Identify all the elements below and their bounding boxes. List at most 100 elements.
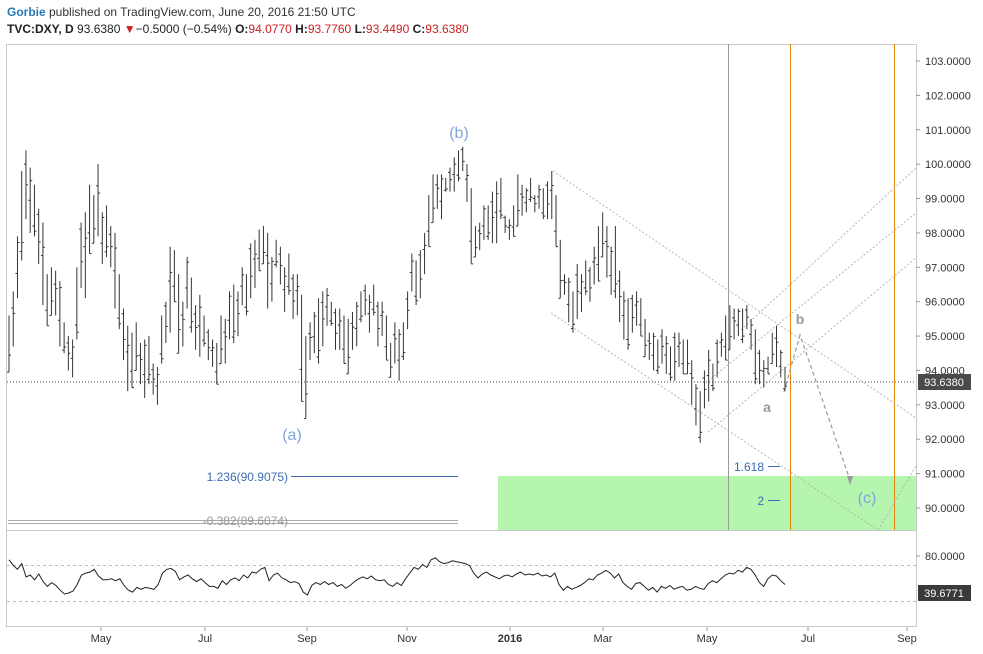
ohlc-bar	[609, 246, 614, 295]
close-value: 93.6380	[425, 22, 469, 36]
ohlc-bar	[363, 284, 368, 316]
ohlc-bar	[498, 177, 503, 220]
ohlc-bar	[108, 226, 113, 268]
ohlc-bar	[473, 226, 478, 258]
ohlc-bar	[138, 342, 143, 385]
fib-2-label[interactable]: 2	[757, 494, 764, 508]
trend-channels[interactable]	[550, 167, 917, 531]
chart-header: Gorbie published on TradingView.com, Jun…	[0, 0, 983, 44]
price-tick-label: 90.0000	[925, 503, 965, 515]
ohlc-bar	[159, 315, 164, 364]
ohlc-bar	[261, 226, 266, 265]
ohlc-bar	[371, 284, 376, 316]
price-axis[interactable]: 103.0000 102.0000 101.0000 100.0000 99.0000 9…	[916, 56, 971, 515]
ohlc-bar	[592, 246, 597, 285]
ohlc-bar	[464, 164, 469, 202]
fib-0382-label[interactable]: -0.382(89.6074)	[203, 514, 288, 528]
arrowhead-icon	[847, 476, 853, 485]
oscillator-series[interactable]	[8, 557, 786, 596]
ohlc-bar	[469, 188, 474, 265]
ohlc-bar	[511, 205, 516, 237]
ohlc-bar	[604, 226, 609, 278]
open-value: 94.0770	[248, 22, 292, 36]
time-tick-label: Nov	[397, 633, 417, 645]
ohlc-bars[interactable]	[7, 146, 787, 443]
ohlc-bar	[638, 298, 643, 337]
up-channel-2[interactable]	[707, 212, 917, 382]
ohlc-bar	[240, 267, 245, 306]
ohlc-bar	[770, 332, 775, 365]
ohlc-bar	[74, 267, 79, 340]
up-channel-base[interactable]	[877, 465, 917, 531]
oscillator-line	[8, 557, 786, 596]
ohlc-bar	[91, 195, 96, 244]
wave-projection[interactable]	[783, 332, 851, 481]
ohlc-bar	[45, 274, 50, 327]
ohlc-bar	[210, 339, 215, 368]
wave-b-minor-label[interactable]: b	[796, 311, 805, 327]
ohlc-bar	[252, 239, 257, 288]
ohlc-bar	[337, 308, 342, 350]
time-tick-label: Jul	[198, 633, 212, 645]
ohlc-bar	[299, 294, 304, 402]
ohlc-bar	[142, 339, 147, 398]
ohlc-bar	[350, 312, 355, 350]
wave-b-major-label[interactable]: (b)	[449, 125, 469, 142]
ohlc-bar	[456, 150, 461, 182]
wave-c-major-label[interactable]: (c)	[858, 490, 877, 507]
author-link[interactable]: Gorbie	[7, 5, 46, 19]
ohlc-bar	[626, 298, 631, 350]
ohlc-bar	[490, 191, 495, 244]
ohlc-bar	[282, 267, 287, 313]
ohlc-bar	[384, 315, 389, 361]
ohlc-bar	[367, 294, 372, 333]
ohlc-bar	[104, 205, 109, 257]
price-tick-label: 103.0000	[925, 56, 971, 68]
symbol-line: TVC:DXY, D 93.6380 ▼−0.5000 (−0.54%) O:9…	[7, 22, 469, 36]
ohlc-bar	[223, 318, 228, 364]
ohlc-bar	[774, 325, 779, 368]
symbol-name[interactable]: TVC:DXY, D	[7, 22, 74, 36]
ohlc-bar	[28, 167, 33, 233]
ohlc-bar	[719, 332, 724, 357]
ohlc-bar	[439, 174, 444, 220]
time-axis[interactable]: May Jul Sep Nov 2016 Mar May Jul Sep	[91, 627, 917, 645]
ohlc-bar	[248, 243, 253, 299]
up-channel-1[interactable]	[707, 257, 917, 433]
ohlc-bar	[503, 215, 508, 233]
ohlc-bar	[579, 274, 584, 313]
time-tick-label: Sep	[897, 633, 917, 645]
oscillator-axis[interactable]: 80.0000	[916, 551, 965, 563]
price-tick-label: 91.0000	[925, 469, 965, 481]
ohlc-bar	[647, 332, 652, 361]
ohlc-bar	[710, 363, 715, 392]
ohlc-bar	[87, 184, 92, 255]
ohlc-bar	[507, 219, 512, 240]
wave-a-major-label[interactable]: (a)	[282, 427, 302, 444]
ohlc-bar	[19, 171, 24, 261]
ohlc-bar	[219, 315, 224, 365]
ohlc-bar	[736, 308, 741, 337]
open-label: O:	[235, 22, 249, 36]
ohlc-bar	[320, 291, 325, 347]
ohlc-bar	[587, 267, 592, 302]
current-price-tag	[918, 374, 971, 390]
ohlc-bar	[537, 184, 542, 209]
fib-1236-label[interactable]: 1.236(90.9075)	[207, 470, 288, 484]
ohlc-bar	[401, 322, 406, 361]
price-tick-label: 102.0000	[925, 90, 971, 102]
down-channel-lower[interactable]	[550, 312, 879, 531]
price-change: −0.5000 (−0.54%)	[135, 22, 232, 36]
up-channel-3[interactable]	[740, 167, 917, 331]
ohlc-bar	[693, 384, 698, 426]
low-label: L:	[354, 22, 366, 36]
ohlc-bar	[541, 188, 546, 220]
ohlc-bar	[617, 270, 622, 323]
wave-a-minor-label[interactable]: a	[763, 399, 771, 415]
ohlc-bar	[96, 164, 101, 237]
down-channel-upper[interactable]	[552, 170, 917, 419]
down-arrow-icon: ▼	[123, 22, 136, 36]
fib-1618-label[interactable]: 1.618	[734, 460, 764, 474]
ohlc-bar	[672, 332, 677, 381]
